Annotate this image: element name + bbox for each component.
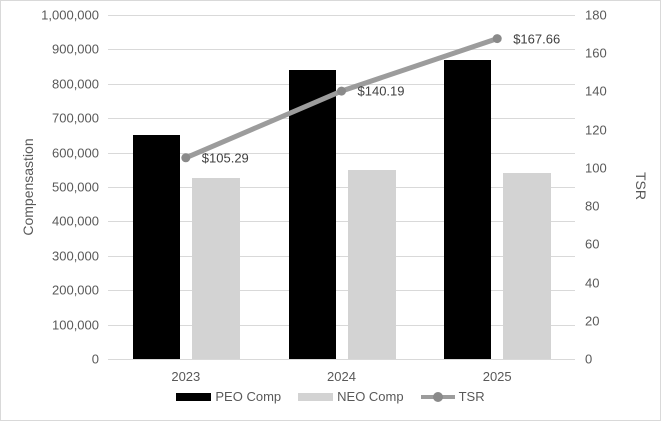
legend-swatch-neo-comp [298, 392, 334, 401]
bar-neo-comp-2023 [191, 178, 240, 359]
tsr-marker-2023 [181, 153, 191, 163]
legend: PEO Comp NEO Comp TSR [1, 389, 660, 404]
left-axis-tick-label: 700,000 [52, 110, 99, 126]
x-axis-label-2023: 2023 [171, 369, 201, 384]
gridline [108, 49, 575, 51]
gridline [108, 359, 575, 360]
left-axis-tick-label: 1,000,000 [41, 7, 99, 23]
gridline [108, 187, 575, 188]
bar-peo-comp-2024 [288, 70, 336, 359]
tsr-data-label-2025: $167.66 [513, 31, 561, 47]
right-axis-tick-label: 40 [585, 275, 600, 291]
bar-neo-comp-2025 [503, 173, 552, 359]
right-axis-tick-label: 0 [585, 351, 593, 367]
gridline [108, 324, 575, 326]
gridline [108, 221, 575, 223]
left-axis-tick-label: 600,000 [52, 145, 99, 161]
legend-label-peo-comp: PEO Comp [215, 389, 282, 404]
right-axis-title: TSR [633, 172, 649, 200]
legend-swatch-peo-comp [176, 392, 212, 401]
tsr-data-label-2023: $105.29 [201, 150, 249, 166]
right-axis-tick-label: 100 [585, 160, 607, 176]
x-axis-label-2024: 2024 [327, 369, 356, 384]
right-axis-tick-label: 140 [585, 83, 607, 99]
left-axis-tick-label: 900,000 [52, 41, 99, 57]
x-axis-label-2025: 2025 [482, 369, 512, 384]
legend-item-peo-comp: PEO Comp [176, 389, 281, 404]
legend-line-marker-tsr [420, 391, 455, 402]
gridline [108, 255, 575, 257]
gridline [108, 290, 575, 292]
left-axis-tick-label: 200,000 [52, 282, 99, 298]
left-axis-tick-label: 800,000 [52, 76, 99, 92]
right-axis-tick-label: 120 [585, 122, 607, 138]
bar-neo-comp-2024 [347, 169, 396, 359]
left-axis-title: Compensastion [20, 138, 36, 236]
bar-peo-comp-2023 [132, 135, 180, 359]
legend-line-dot [432, 391, 443, 402]
tsr-data-label-2024: $140.19 [357, 83, 405, 99]
left-axis-tick-label: 500,000 [52, 179, 99, 195]
gridline [108, 118, 575, 120]
tsr-marker-2025 [492, 34, 502, 44]
legend-label-neo-comp: NEO Comp [337, 389, 404, 404]
right-axis-tick-label: 160 [585, 45, 607, 61]
right-axis-tick-label: 20 [585, 313, 600, 329]
legend-item-tsr: TSR [420, 389, 485, 404]
right-axis-tick-label: 80 [585, 198, 600, 214]
legend-item-neo-comp: NEO Comp [298, 389, 404, 404]
left-axis-tick-label: 100,000 [52, 317, 99, 333]
left-axis-tick-label: 400,000 [52, 213, 99, 229]
left-axis-tick-label: 0 [91, 351, 99, 367]
gridline [108, 83, 575, 85]
right-axis-tick-label: 180 [585, 7, 607, 23]
left-axis-tick-label: 300,000 [52, 248, 99, 264]
legend-label-tsr: TSR [458, 389, 485, 404]
tsr-marker-2024 [337, 86, 346, 96]
gridline [108, 15, 575, 16]
right-axis-tick-label: 60 [585, 236, 600, 252]
bar-peo-comp-2025 [444, 59, 492, 359]
